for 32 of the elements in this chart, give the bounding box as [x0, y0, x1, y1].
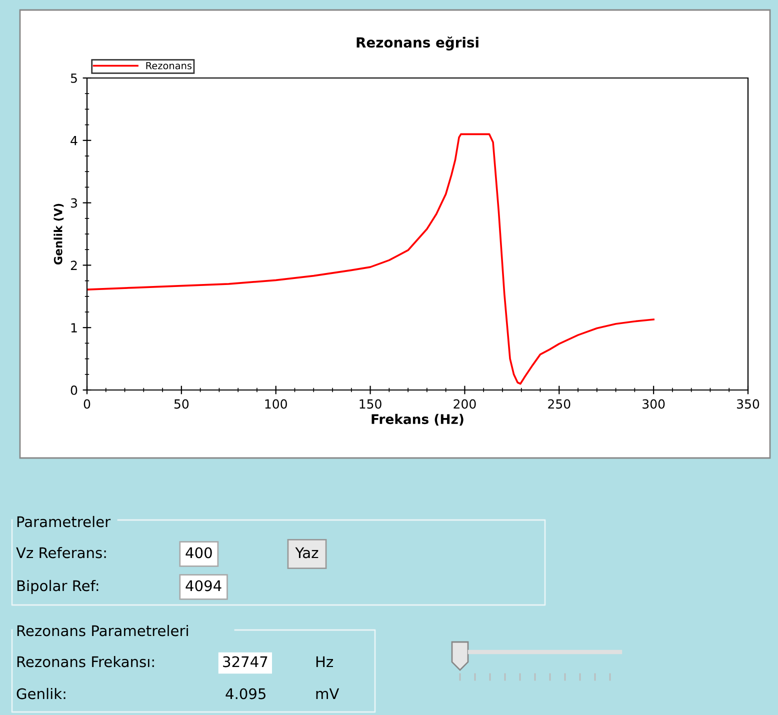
text: 400	[186, 547, 212, 558]
x-tick-label: 150	[360, 399, 382, 409]
chart-title: Rezonans eğrisi	[356, 36, 478, 50]
text: Hz	[316, 656, 333, 668]
y-tick-label: 1	[71, 323, 77, 332]
y-tick-label: 4	[70, 136, 78, 146]
text: Bipolar Ref:	[17, 580, 98, 594]
text: Vz Referans:	[16, 546, 106, 558]
legend-label: Rezonans	[146, 62, 192, 70]
y-tick-label: 2	[70, 260, 77, 270]
text: Yaz	[295, 547, 318, 558]
y-tick-label: 5	[70, 74, 77, 83]
x-axis-title: Frekans (Hz)	[372, 414, 464, 426]
line-series	[87, 133, 654, 385]
text: 4094	[186, 580, 222, 592]
x-tick-label: 200	[454, 399, 476, 409]
text: mV	[316, 688, 340, 700]
text: 32747	[223, 656, 268, 668]
y-tick-label: 0	[70, 385, 78, 395]
text: Rezonans Parametreleri	[17, 624, 188, 636]
text: Rezonans Frekansı:	[17, 656, 154, 668]
x-tick-label: 50	[174, 399, 189, 409]
y-tick-label: 3	[70, 198, 77, 208]
text: Parametreler	[17, 516, 111, 528]
x-tick-label: 350	[737, 399, 760, 409]
x-tick-label: 250	[548, 399, 570, 409]
x-tick-label: 300	[642, 399, 665, 409]
y-axis-title: Genlik (V)	[54, 204, 64, 265]
x-tick-label: 0	[84, 399, 90, 409]
text: 4.095	[226, 688, 266, 700]
x-tick-label: 100	[265, 399, 287, 409]
text: Genlik:	[16, 688, 66, 700]
